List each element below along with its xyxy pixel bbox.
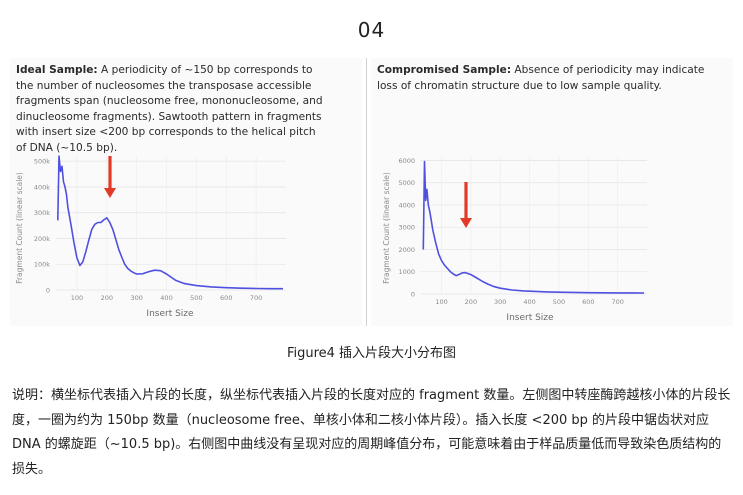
explanation-text: 说明：横坐标代表插入片段的长度，纵坐标代表插入片段的长度对应的 fragment… [12,388,731,477]
compromised-sample-panel: Compromised Sample: Absence of periodici… [371,58,733,326]
y-tick-label: 3000 [398,224,415,232]
arrow-head [104,188,116,198]
page-number: 04 [357,18,386,42]
annotation-arrow [460,182,472,228]
compromised-sample-description: Compromised Sample: Absence of periodici… [377,63,727,94]
annotation-arrow [104,156,116,198]
x-tick-label: 100 [71,294,83,302]
x-tick-label: 300 [130,294,142,302]
y-tick-label: 2000 [398,246,415,254]
y-axis-label: Fragment Count (linear scale) [382,172,391,284]
y-tick-label: 6000 [398,157,415,165]
y-tick-label: 5000 [398,179,415,187]
y-tick-label: 1000 [398,268,415,276]
x-tick-label: 100 [435,298,447,306]
arrow-head [460,218,472,228]
y-tick-label: 400k [34,183,50,191]
x-tick-label: 700 [611,298,623,306]
y-tick-label: 200k [34,235,50,243]
x-axis-label: Insert Size [146,309,194,319]
x-tick-label: 500 [190,294,202,302]
figure-caption: Figure4 插入片段大小分布图 [286,346,457,361]
y-tick-label: 100k [34,261,50,269]
ideal-sample-description: Ideal Sample: A periodicity of ~150 bp c… [16,63,328,156]
x-tick-label: 300 [494,298,506,306]
x-tick-label: 500 [553,298,565,306]
x-tick-label: 200 [101,294,113,302]
ideal-sample-panel: Ideal Sample: A periodicity of ~150 bp c… [10,58,362,326]
compromised-sample-heading: Compromised Sample: [377,64,512,76]
x-tick-label: 400 [523,298,535,306]
x-axis-label: Insert Size [506,313,554,323]
x-tick-label: 600 [220,294,232,302]
y-tick-label: 300k [34,209,50,217]
x-tick-label: 200 [465,298,477,306]
y-axis-label: Fragment Count (linear scale) [15,172,24,284]
x-tick-label: 700 [250,294,262,302]
series-line [57,155,283,290]
ideal-sample-body: A periodicity of ~150 bp corresponds to … [16,64,323,154]
series-line [422,160,645,294]
y-tick-label: 0 [411,291,415,299]
y-tick-label: 4000 [398,201,415,209]
x-tick-label: 400 [160,294,172,302]
ideal-sample-chart: 0 100k 200k 300k 400k 500k 100 200 300 400 500 600… [15,155,286,319]
compromised-sample-chart: 0 1000 2000 3000 4000 5000 6000 100 200 300 400 50… [382,156,647,323]
panel-divider [366,58,367,326]
x-tick-label: 600 [582,298,594,306]
y-tick-label: 0 [46,287,50,295]
ideal-sample-heading: Ideal Sample: [16,64,98,76]
y-tick-label: 500k [34,158,50,166]
compromised-sample-body: Absence of periodicity may indicate loss… [377,64,705,92]
